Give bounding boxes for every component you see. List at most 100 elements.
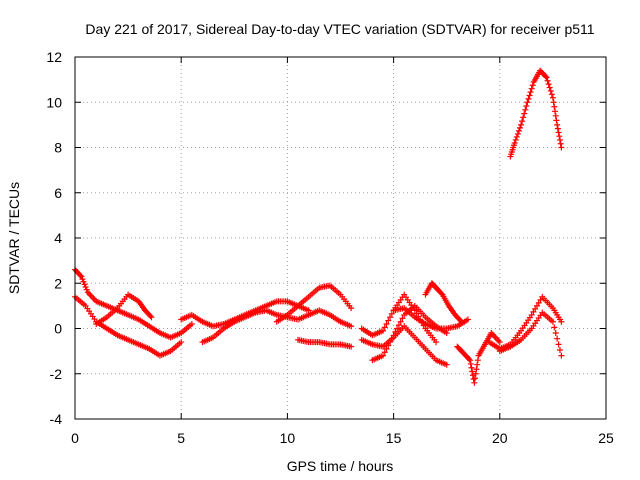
series-track-7 (295, 336, 355, 350)
data-point (467, 357, 474, 364)
data-point (394, 325, 401, 332)
data-point (553, 117, 560, 124)
data-point (457, 317, 464, 324)
data-point (379, 327, 386, 334)
data-point (526, 92, 533, 99)
data-point (81, 281, 88, 288)
data-point (80, 278, 87, 285)
series-track-3 (93, 291, 155, 327)
x-tick-label: 10 (280, 430, 296, 446)
data-point (558, 144, 565, 151)
tick-labels: 0 5 10 15 20 25 -4 -2 0 2 4 6 8 10 12 (46, 49, 614, 446)
data-point (543, 74, 550, 81)
data-point (558, 352, 565, 359)
data-point (516, 124, 523, 131)
data-point (556, 133, 563, 140)
series-track-8 (358, 323, 450, 368)
data-point (379, 352, 386, 359)
data-point (523, 103, 530, 110)
data-point (464, 316, 471, 323)
data-point (519, 118, 526, 125)
series-track-2 (72, 293, 185, 359)
data-point (552, 108, 559, 115)
data-point (470, 376, 477, 383)
series-track-1 (72, 266, 195, 341)
data-point (474, 357, 481, 364)
data-point (549, 94, 556, 101)
data-point (551, 324, 558, 331)
data-point (554, 121, 561, 128)
data-point (395, 322, 402, 329)
data-point (528, 311, 535, 318)
series-track-6 (273, 282, 355, 325)
data-point (522, 106, 529, 113)
plot-frame (74, 56, 607, 420)
data-point (383, 320, 390, 327)
data-point (467, 360, 474, 367)
data-point (474, 361, 481, 368)
data-point (348, 343, 355, 350)
data-point (515, 127, 522, 134)
data-point (532, 305, 539, 312)
y-tick-label: -4 (50, 411, 63, 427)
data-point (443, 361, 450, 368)
y-tick-label: 2 (54, 275, 62, 291)
data-point (148, 314, 155, 321)
data-point (520, 114, 527, 121)
grid-lines (75, 57, 606, 419)
data-point (471, 379, 478, 386)
data-point (397, 318, 404, 325)
data-point (512, 136, 519, 143)
y-tick-label: 0 (54, 321, 62, 337)
series-track-13 (454, 330, 503, 386)
data-point (438, 290, 445, 297)
data-point (392, 328, 399, 335)
y-tick-label: 4 (54, 230, 62, 246)
data-point (548, 91, 555, 98)
data-point (388, 335, 395, 342)
data-point (513, 133, 520, 140)
data-point (554, 335, 561, 342)
x-tick-label: 0 (71, 430, 79, 446)
data-point (533, 302, 540, 309)
data-point (472, 370, 479, 377)
series-track-16 (507, 67, 565, 160)
data-point (496, 339, 503, 346)
data-point (381, 324, 388, 331)
data-point (385, 317, 392, 324)
data-point (546, 84, 553, 91)
data-points (72, 67, 565, 386)
data-point (547, 87, 554, 94)
series-track-11 (390, 305, 471, 332)
data-point (78, 273, 85, 280)
data-point (530, 308, 537, 315)
data-point (469, 368, 476, 375)
data-point (82, 284, 89, 291)
data-point (433, 339, 440, 346)
data-point (550, 99, 557, 106)
y-axis-label: SDTVAR / TECUs (6, 182, 22, 294)
y-tick-label: 6 (54, 185, 62, 201)
data-point (521, 110, 528, 117)
data-point (545, 81, 552, 88)
chart-title: Day 221 of 2017, Sidereal Day-to-day VTE… (85, 21, 594, 37)
y-tick-label: 10 (46, 94, 62, 110)
data-point (555, 129, 562, 136)
data-point (537, 296, 544, 303)
data-point (557, 140, 564, 147)
series-track-5 (199, 307, 355, 346)
y-tick-label: -2 (50, 366, 63, 382)
data-point (381, 349, 388, 356)
data-point (77, 272, 84, 279)
data-point (472, 375, 479, 382)
data-point (528, 85, 535, 92)
data-point (468, 364, 475, 371)
data-point (466, 356, 473, 363)
x-axis-label: GPS time / hours (287, 458, 394, 474)
data-point (383, 345, 390, 352)
data-point (388, 310, 395, 317)
data-point (524, 99, 531, 106)
data-point (390, 332, 397, 339)
data-point (527, 89, 534, 96)
